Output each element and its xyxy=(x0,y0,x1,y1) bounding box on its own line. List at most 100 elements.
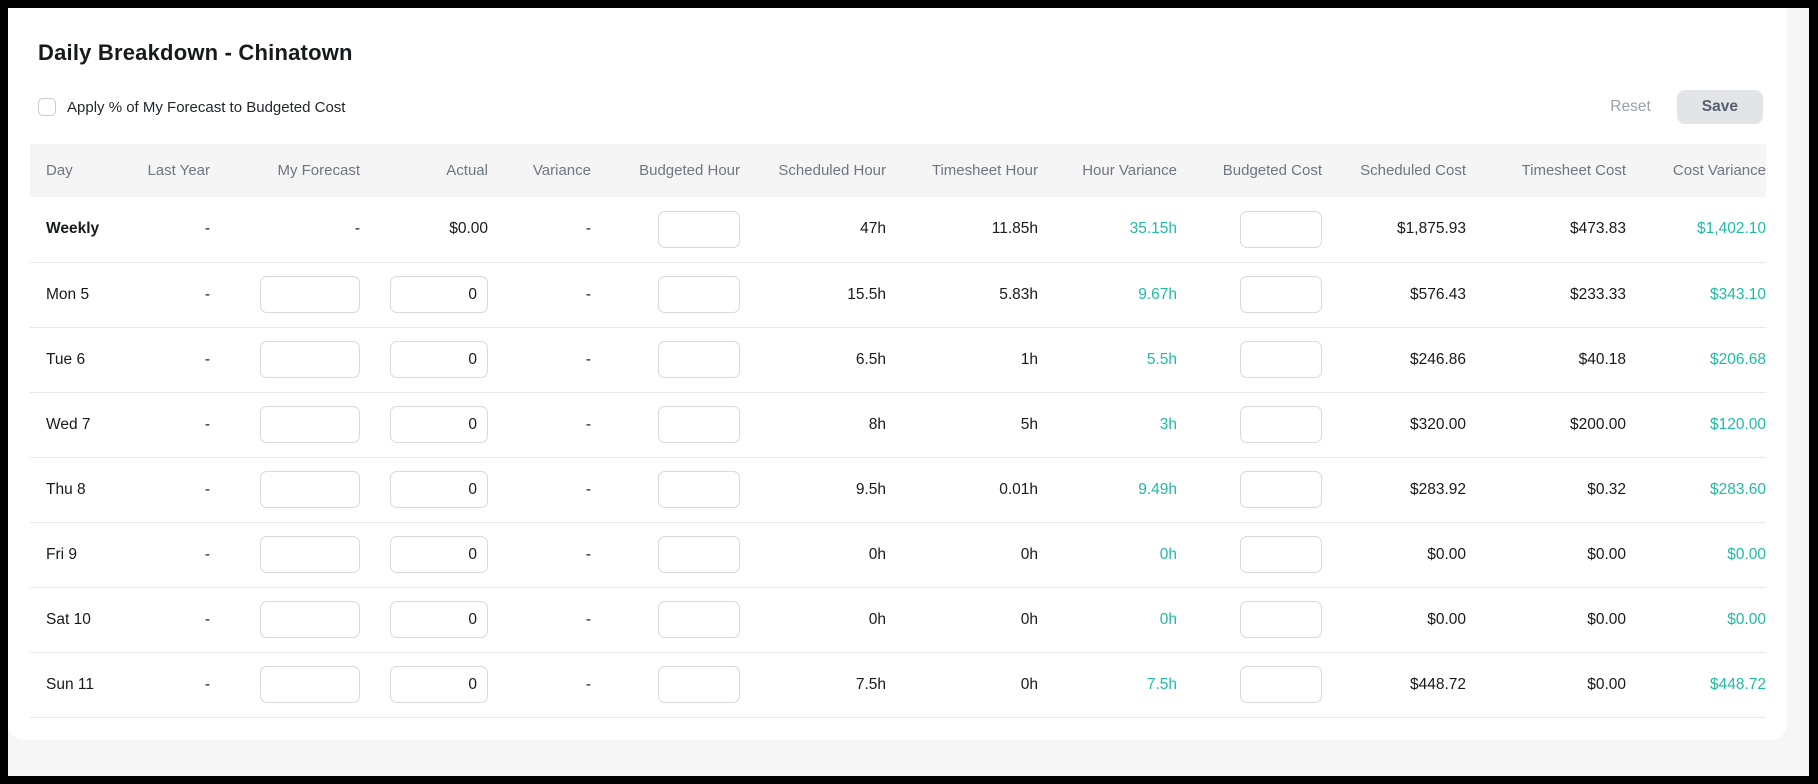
cell-last-year: - xyxy=(204,350,210,368)
actual-input[interactable] xyxy=(390,666,488,703)
cell-scheduled-hour: 9.5h xyxy=(855,480,886,498)
cell-my-forecast xyxy=(210,262,360,327)
budgeted-hour-input[interactable] xyxy=(658,601,740,638)
cell-hour-variance: 3h xyxy=(1159,415,1177,433)
actual-input[interactable] xyxy=(390,536,488,573)
budgeted-cost-input[interactable] xyxy=(1240,276,1322,313)
apply-forecast-toggle[interactable]: Apply % of My Forecast to Budgeted Cost xyxy=(38,98,345,116)
my-forecast-input[interactable] xyxy=(260,601,360,638)
cell-variance: - xyxy=(585,415,591,433)
cell-timesheet-cost: $40.18 xyxy=(1578,350,1626,368)
budgeted-cost-input[interactable] xyxy=(1240,536,1322,573)
cell-actual xyxy=(360,652,488,717)
budgeted-cost-input[interactable] xyxy=(1240,601,1322,638)
cell-timesheet-hour: 1h xyxy=(1020,350,1038,368)
cell-budgeted-cost xyxy=(1177,457,1322,522)
cell-day: Tue 6 xyxy=(46,350,86,368)
cell-budgeted-hour xyxy=(591,392,740,457)
cell-timesheet-cost: $0.32 xyxy=(1587,480,1626,498)
column-header-budgeted-hour: Budgeted Hour xyxy=(639,162,740,179)
cell-day: Weekly xyxy=(46,220,100,238)
cell-timesheet-hour: 0h xyxy=(1020,675,1038,693)
cell-scheduled-hour: 6.5h xyxy=(855,350,886,368)
cell-variance: - xyxy=(585,285,591,303)
my-forecast-input[interactable] xyxy=(260,536,360,573)
column-header-hour-variance: Hour Variance xyxy=(1082,162,1177,179)
actual-input[interactable] xyxy=(390,406,488,443)
cell-budgeted-cost xyxy=(1177,262,1322,327)
column-header-cost-variance: Cost Variance xyxy=(1672,162,1766,179)
cell-scheduled-cost: $0.00 xyxy=(1427,610,1466,628)
budgeted-hour-input[interactable] xyxy=(658,341,740,378)
cell-budgeted-cost xyxy=(1177,652,1322,717)
actual-input[interactable] xyxy=(390,276,488,313)
cell-my-forecast xyxy=(210,522,360,587)
cell-timesheet-cost: $0.00 xyxy=(1587,675,1626,693)
cell-timesheet-cost: $0.00 xyxy=(1587,610,1626,628)
cell-budgeted-hour xyxy=(591,587,740,652)
cell-my-forecast xyxy=(210,327,360,392)
page-background: Daily Breakdown - Chinatown Apply % of M… xyxy=(8,8,1809,776)
page-title: Daily Breakdown - Chinatown xyxy=(38,40,353,65)
budgeted-cost-input[interactable] xyxy=(1240,341,1322,378)
my-forecast-input[interactable] xyxy=(260,276,360,313)
table-row: Weekly - - $0.00 - 47h 11.85h 35.15h $1,875.93 $4… xyxy=(30,197,1766,262)
cell-cost-variance: $0.00 xyxy=(1727,610,1766,628)
cell-variance: - xyxy=(585,610,591,628)
cell-hour-variance: 7.5h xyxy=(1146,675,1177,693)
my-forecast-input[interactable] xyxy=(260,341,360,378)
cell-scheduled-cost: $0.00 xyxy=(1427,545,1466,563)
cell-cost-variance: $0.00 xyxy=(1727,545,1766,563)
cell-day: Sat 10 xyxy=(46,610,91,628)
my-forecast-input[interactable] xyxy=(260,406,360,443)
cell-scheduled-cost: $246.86 xyxy=(1409,350,1466,368)
budgeted-hour-input[interactable] xyxy=(658,276,740,313)
apply-forecast-checkbox[interactable] xyxy=(38,98,56,116)
budgeted-cost-input[interactable] xyxy=(1240,210,1322,248)
cell-hour-variance: 0h xyxy=(1159,610,1177,628)
cell-hour-variance: 5.5h xyxy=(1146,350,1177,368)
my-forecast-input[interactable] xyxy=(260,666,360,703)
cell-budgeted-cost xyxy=(1177,327,1322,392)
cell-variance: - xyxy=(585,220,591,238)
column-header-day: Day xyxy=(46,162,73,179)
cell-last-year: - xyxy=(204,675,210,693)
cell-last-year: - xyxy=(204,545,210,563)
cell-my-forecast xyxy=(210,457,360,522)
budgeted-hour-input[interactable] xyxy=(658,471,740,508)
actual-input[interactable] xyxy=(390,471,488,508)
cell-scheduled-cost: $320.00 xyxy=(1409,415,1466,433)
column-header-my-forecast: My Forecast xyxy=(277,162,360,179)
cell-day: Mon 5 xyxy=(46,285,90,303)
budgeted-hour-input[interactable] xyxy=(658,406,740,443)
cell-timesheet-hour: 11.85h xyxy=(991,220,1038,238)
cell-scheduled-hour: 15.5h xyxy=(847,285,886,303)
budgeted-hour-input[interactable] xyxy=(658,536,740,573)
cell-timesheet-hour: 5.83h xyxy=(999,285,1038,303)
actual-input[interactable] xyxy=(390,341,488,378)
reset-button[interactable]: Reset xyxy=(1610,98,1651,115)
cell-day: Sun 11 xyxy=(46,675,94,693)
cell-last-year: - xyxy=(204,480,210,498)
budgeted-cost-input[interactable] xyxy=(1240,406,1322,443)
column-header-budgeted-cost: Budgeted Cost xyxy=(1222,162,1322,179)
cell-actual xyxy=(360,587,488,652)
cell-last-year: - xyxy=(204,220,210,238)
budgeted-cost-input[interactable] xyxy=(1240,471,1322,508)
budgeted-hour-input[interactable] xyxy=(658,666,740,703)
cell-cost-variance: $343.10 xyxy=(1709,285,1766,303)
cell-budgeted-cost xyxy=(1177,587,1322,652)
subheader-row: Apply % of My Forecast to Budgeted Cost … xyxy=(38,90,1765,124)
my-forecast-input[interactable] xyxy=(260,471,360,508)
cell-day: Wed 7 xyxy=(46,415,91,433)
save-button[interactable]: Save xyxy=(1676,90,1763,124)
cell-last-year: - xyxy=(204,415,210,433)
cell-timesheet-hour: 0h xyxy=(1020,610,1038,628)
table-row: Thu 8 - - 9.5h 0.01h 9.49h $283.92 $0.32 $283.60 xyxy=(30,457,1766,522)
cell-actual xyxy=(360,457,488,522)
budgeted-hour-input[interactable] xyxy=(658,210,740,248)
column-header-scheduled-hour: Scheduled Hour xyxy=(778,162,886,179)
cell-last-year: - xyxy=(204,610,210,628)
actual-input[interactable] xyxy=(390,601,488,638)
budgeted-cost-input[interactable] xyxy=(1240,666,1322,703)
